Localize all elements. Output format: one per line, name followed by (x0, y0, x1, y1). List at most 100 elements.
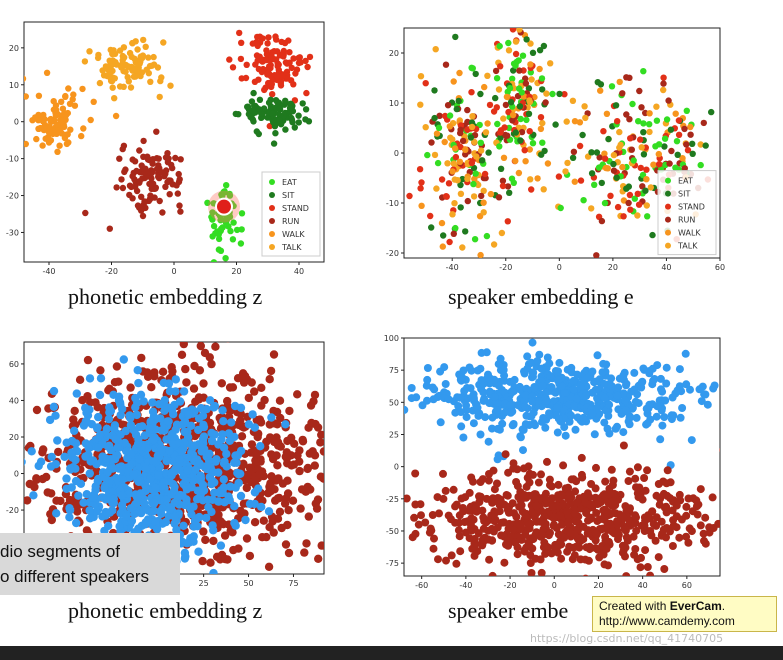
data-point-run (436, 112, 443, 120)
x-tick-label: 20 (593, 581, 603, 590)
data-point-speakerb (520, 546, 529, 555)
data-point-run (593, 252, 600, 258)
legend-label: STAND (678, 203, 705, 212)
data-point-speakerb (532, 502, 541, 511)
data-point-speakera (527, 358, 536, 367)
data-point-speakera (179, 521, 188, 530)
data-point-speakera (182, 539, 192, 548)
data-point-speakerb (489, 466, 498, 475)
data-point-speakerb (300, 548, 309, 557)
data-point-speakerb (242, 534, 252, 543)
data-point-sit (525, 85, 533, 92)
data-point-stand (427, 212, 434, 220)
data-point-speakerb (456, 547, 465, 556)
data-point-speakerb (430, 534, 438, 543)
y-tick-label: 10 (389, 99, 399, 108)
data-point-eat (229, 236, 237, 243)
data-point-sit (667, 126, 675, 133)
legend-marker (269, 205, 275, 211)
data-point-run (636, 87, 643, 95)
data-point-run (623, 74, 630, 81)
data-point-walk (503, 93, 511, 101)
data-point-speakera (622, 406, 630, 415)
data-point-stand (504, 218, 511, 225)
data-point-speakerb (521, 511, 530, 520)
data-point-sit (282, 98, 289, 106)
data-point-speakerb (583, 489, 592, 498)
data-point-stand (260, 56, 267, 63)
data-point-walk (597, 87, 604, 94)
data-point-speakera (109, 455, 119, 464)
data-point-speakera (92, 507, 101, 516)
data-point-speakera (95, 430, 105, 439)
data-point-stand (576, 142, 584, 150)
data-point-eat (515, 57, 522, 64)
data-point-walk (441, 138, 448, 146)
data-point-speakera (65, 504, 74, 513)
data-point-speakera (545, 411, 554, 420)
data-point-speakera (46, 462, 56, 471)
data-point-eat (653, 117, 661, 124)
data-point-talk (110, 47, 117, 54)
data-point-talk (109, 84, 116, 91)
data-point-walk (619, 163, 626, 171)
data-point-speakera (104, 521, 113, 531)
data-point-speakerb (721, 542, 729, 550)
data-point-speakerb (625, 467, 634, 476)
data-point-walk (526, 146, 533, 153)
data-point-speakerb (182, 378, 191, 387)
data-point-speakera (236, 469, 245, 478)
data-point-speakera (49, 402, 59, 411)
data-point-run (495, 194, 503, 201)
data-point-speakerb (592, 529, 601, 538)
data-point-walk (54, 148, 61, 155)
data-point-speakerb (181, 364, 190, 374)
data-point-eat (595, 164, 603, 171)
data-point-walk (44, 133, 52, 141)
data-point-eat (494, 120, 501, 128)
data-point-speakera (141, 520, 150, 529)
data-point-talk (145, 54, 152, 61)
data-point-eat (539, 139, 546, 146)
data-point-speakerb (189, 384, 199, 393)
legend-marker (665, 242, 671, 249)
data-point-speakera (675, 382, 684, 391)
data-point-speakerb (283, 436, 292, 446)
data-point-speakerb (696, 485, 705, 494)
subtitle-line-1: dio segments of (0, 542, 121, 561)
data-point-speakera (499, 366, 508, 374)
data-point-walk (65, 139, 72, 146)
data-point-speakerb (646, 571, 655, 576)
data-point-stand (273, 36, 280, 43)
data-point-speakera (113, 443, 122, 452)
data-point-talk (417, 101, 424, 108)
data-point-speakerb (229, 545, 238, 555)
data-point-walk (522, 158, 529, 165)
data-point-eat (557, 204, 564, 212)
data-point-speakera (67, 448, 76, 457)
data-point-talk (444, 160, 451, 167)
data-point-speakera (423, 396, 431, 405)
data-point-talk (564, 159, 571, 167)
data-point-talk (111, 95, 118, 102)
data-point-speakerb (250, 387, 259, 396)
data-point-speakerb (566, 528, 575, 537)
data-point-speakera (457, 376, 466, 385)
data-point-speakera (565, 417, 574, 426)
data-point-stand (521, 147, 528, 154)
data-point-speakera (163, 403, 172, 412)
data-point-stand (237, 55, 245, 63)
data-point-stand (290, 55, 297, 62)
data-point-sit (588, 149, 595, 156)
data-point-run (116, 155, 123, 162)
data-point-run (126, 182, 134, 189)
data-point-stand (620, 213, 627, 220)
data-point-speakerb (267, 472, 276, 481)
data-point-speakerb (512, 512, 521, 521)
data-point-stand (236, 29, 243, 37)
data-point-speakera (183, 466, 192, 475)
data-point-sit (625, 183, 632, 190)
data-point-talk (475, 181, 482, 189)
data-point-talk (447, 134, 454, 141)
data-point-walk (78, 132, 85, 140)
